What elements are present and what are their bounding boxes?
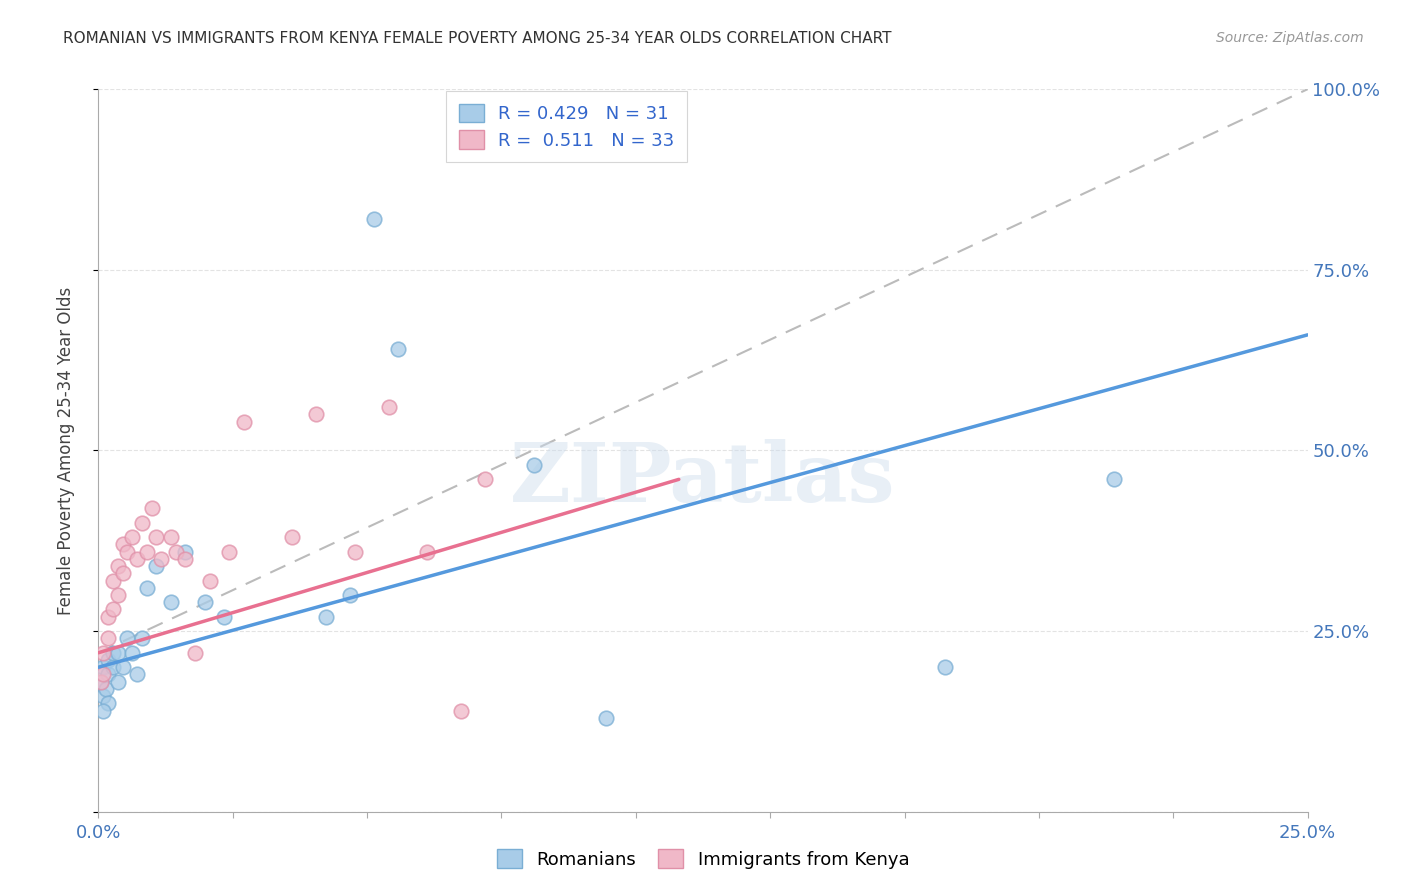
Point	[97, 696, 120, 710]
Point	[117, 544, 139, 558]
Point	[450, 704, 472, 718]
Point	[91, 704, 114, 718]
Point	[127, 551, 149, 566]
Point	[1102, 472, 1125, 486]
Point	[377, 400, 399, 414]
Point	[174, 551, 197, 566]
Point	[315, 609, 337, 624]
Point	[145, 559, 167, 574]
Point	[305, 407, 328, 421]
Point	[107, 674, 129, 689]
Point	[91, 667, 114, 681]
Text: ROMANIAN VS IMMIGRANTS FROM KENYA FEMALE POVERTY AMONG 25-34 YEAR OLDS CORRELATI: ROMANIAN VS IMMIGRANTS FROM KENYA FEMALE…	[63, 31, 891, 46]
Point	[101, 646, 124, 660]
Point	[131, 516, 153, 530]
Point	[97, 667, 120, 681]
Point	[281, 530, 304, 544]
Point	[150, 551, 173, 566]
Point	[363, 212, 385, 227]
Point	[145, 530, 167, 544]
Point	[107, 588, 129, 602]
Point	[595, 711, 617, 725]
Point	[101, 602, 124, 616]
Text: ZIPatlas: ZIPatlas	[510, 440, 896, 519]
Point	[174, 544, 197, 558]
Legend: Romanians, Immigrants from Kenya: Romanians, Immigrants from Kenya	[489, 842, 917, 876]
Point	[97, 653, 120, 667]
Point	[212, 609, 235, 624]
Point	[94, 681, 117, 696]
Point	[107, 646, 129, 660]
Point	[523, 458, 546, 472]
Point	[97, 609, 120, 624]
Point	[165, 544, 187, 558]
Point	[97, 632, 120, 646]
Point	[934, 660, 956, 674]
Point	[131, 632, 153, 646]
Point	[111, 660, 134, 674]
Point	[141, 501, 163, 516]
Point	[121, 646, 143, 660]
Point	[91, 660, 114, 674]
Point	[184, 646, 207, 660]
Point	[101, 574, 124, 588]
Point	[198, 574, 221, 588]
Point	[160, 530, 183, 544]
Legend: R = 0.429   N = 31, R =  0.511   N = 33: R = 0.429 N = 31, R = 0.511 N = 33	[446, 91, 688, 162]
Point	[416, 544, 439, 558]
Point	[135, 544, 157, 558]
Point	[474, 472, 496, 486]
Point	[111, 537, 134, 551]
Point	[90, 674, 112, 689]
Point	[117, 632, 139, 646]
Point	[339, 588, 361, 602]
Point	[91, 646, 114, 660]
Point	[387, 343, 409, 357]
Point	[91, 689, 114, 703]
Point	[343, 544, 366, 558]
Point	[218, 544, 240, 558]
Y-axis label: Female Poverty Among 25-34 Year Olds: Female Poverty Among 25-34 Year Olds	[56, 286, 75, 615]
Point	[111, 566, 134, 581]
Point	[107, 559, 129, 574]
Point	[101, 660, 124, 674]
Point	[121, 530, 143, 544]
Point	[135, 581, 157, 595]
Point	[127, 667, 149, 681]
Point	[194, 595, 217, 609]
Text: Source: ZipAtlas.com: Source: ZipAtlas.com	[1216, 31, 1364, 45]
Point	[90, 674, 112, 689]
Point	[160, 595, 183, 609]
Point	[232, 415, 254, 429]
